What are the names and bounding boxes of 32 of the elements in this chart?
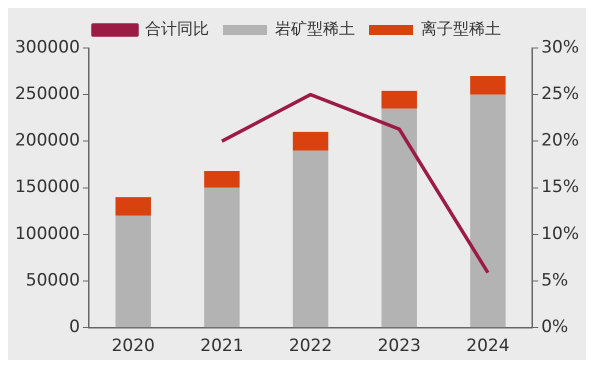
x-tick-label: 2021 [200,336,244,356]
y2-tick-label: 20% [541,130,580,151]
y2-tick-label: 25% [541,84,580,104]
y-tick-label: 250000 [14,84,80,104]
y2-tick-label: 30% [541,37,580,58]
bar [470,94,506,328]
legend-label: 离子型稀土 [421,19,501,38]
y-tick-label: 150000 [14,177,80,198]
bar [204,188,240,328]
x-tick-label: 2024 [466,336,510,356]
bar [115,197,151,216]
y-tick-label: 100000 [14,224,80,244]
x-tick-label: 2023 [378,336,421,356]
bar [115,216,151,328]
bar [204,171,240,188]
x-tick-label: 2020 [112,336,155,356]
y-tick-label: 50000 [26,270,80,290]
y-tick-label: 0 [69,317,80,338]
y2-tick-label: 5% [541,270,568,290]
bar [381,108,417,328]
y2-tick-label: 10% [541,224,580,244]
y-tick-label: 300000 [14,37,80,58]
legend-label: 岩矿型稀土 [275,19,355,38]
bar [470,76,506,95]
x-tick-label: 2022 [288,336,332,356]
y-tick-label: 200000 [14,130,80,151]
bar [381,90,417,109]
bar [292,150,328,328]
y2-tick-label: 15% [541,177,580,198]
y2-tick-label: 0% [541,317,568,338]
legend-label: 合计同比 [145,19,209,38]
bar [292,132,328,151]
